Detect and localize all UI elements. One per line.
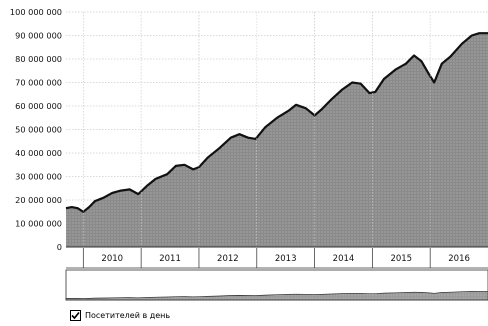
navigator-area bbox=[65, 290, 488, 301]
legend-label: Посетителей в день bbox=[85, 310, 171, 320]
y-tick-label: 70 000 000 bbox=[15, 78, 62, 88]
year-label: 2012 bbox=[217, 254, 239, 264]
y-tick-label: 40 000 000 bbox=[15, 148, 62, 158]
legend[interactable]: Посетителей в день bbox=[70, 308, 170, 322]
checkmark-icon bbox=[71, 311, 80, 319]
year-label: 2013 bbox=[275, 254, 297, 264]
year-label: 2016 bbox=[448, 254, 470, 264]
y-tick-label: 60 000 000 bbox=[15, 101, 62, 111]
y-tick-label: 30 000 000 bbox=[15, 172, 62, 182]
year-label: 2010 bbox=[101, 254, 123, 264]
year-label: 2015 bbox=[390, 254, 412, 264]
series-area bbox=[66, 33, 488, 248]
y-tick-label: 20 000 000 bbox=[15, 195, 62, 205]
y-tick-label: 100 000 000 bbox=[10, 7, 62, 17]
y-tick-label: 0 bbox=[57, 242, 62, 252]
year-label: 2011 bbox=[159, 254, 181, 264]
year-label: 2014 bbox=[333, 254, 355, 264]
series-line bbox=[65, 32, 488, 213]
y-tick-label: 10 000 000 bbox=[15, 219, 62, 229]
y-tick-label: 50 000 000 bbox=[15, 125, 62, 135]
y-tick-label: 80 000 000 bbox=[15, 54, 62, 64]
y-tick-label: 90 000 000 bbox=[15, 31, 62, 41]
legend-checkbox[interactable] bbox=[70, 309, 81, 321]
